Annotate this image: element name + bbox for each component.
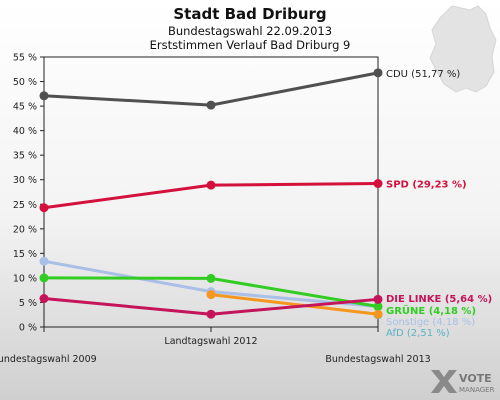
y-tick-label: 40 %	[13, 126, 37, 137]
y-tick-label: 0 %	[19, 323, 37, 334]
data-point-grüne	[373, 301, 383, 311]
data-point-grüne	[206, 273, 216, 283]
chart-subtitle-1: Bundestagswahl 22.09.2013	[168, 24, 332, 38]
series-line-sonstige	[43, 259, 379, 308]
y-tick-label: 30 %	[13, 175, 37, 186]
y-tick-label: 55 %	[13, 53, 37, 64]
y-tick-label: 5 %	[19, 298, 37, 309]
series-line-cdu	[43, 71, 379, 107]
series-label-cdu: CDU (51,77 %)	[386, 69, 460, 80]
data-point-die-linke	[373, 294, 383, 304]
y-tick-label: 35 %	[13, 151, 37, 162]
y-tick-label: 20 %	[13, 224, 37, 235]
data-point-fdp	[206, 290, 216, 300]
data-point-cdu	[373, 68, 383, 78]
data-point-die-linke	[206, 309, 216, 319]
series-label-sonstige: Sonstige (4,18 %)	[386, 317, 475, 328]
data-point-spd	[206, 180, 216, 190]
x-tick-label: Bundestagswahl 2013	[325, 354, 430, 365]
y-tick-label: 45 %	[13, 102, 37, 113]
series-label-die-linke: DIE LINKE (5,64 %)	[386, 294, 492, 305]
data-point-die-linke	[39, 294, 49, 304]
votemanager-logo: VOTE MANAGER	[431, 370, 495, 394]
x-tick-label: Landtagswahl 2012	[164, 336, 257, 347]
logo-text: VOTE	[459, 372, 492, 385]
y-tick-label: 15 %	[13, 249, 37, 260]
series-label-afd: AfD (2,51 %)	[386, 328, 450, 339]
x-tick-label: Bundestagswahl 2009	[0, 354, 97, 365]
data-point-spd	[373, 179, 383, 189]
series-label-grüne: GRÜNE (4,18 %)	[386, 303, 476, 317]
plot-area: 0 % 5 % 10 % 15 % 20 % 25 % 30 % 35 % 40 % 45 % 50…	[0, 53, 492, 366]
chart-subtitle-2: Erststimmen Verlauf Bad Driburg 9	[150, 38, 351, 52]
germany-map-icon	[429, 5, 497, 93]
series-line-fdp	[210, 293, 379, 316]
y-tick-label: 10 %	[13, 273, 37, 284]
data-point-grüne	[39, 273, 49, 283]
y-tick-label: 50 %	[13, 77, 37, 88]
data-point-cdu	[206, 100, 216, 110]
logo-subtext: MANAGER	[459, 386, 495, 394]
y-tick-label: 25 %	[13, 200, 37, 211]
data-point-fdp	[373, 309, 383, 319]
data-point-spd	[39, 203, 49, 213]
chart-title: Stadt Bad Driburg	[173, 5, 326, 23]
data-point-sonstige	[39, 256, 49, 266]
logo-x-icon	[431, 370, 457, 393]
data-point-cdu	[39, 91, 49, 101]
series-label-spd: SPD (29,23 %)	[386, 180, 467, 191]
